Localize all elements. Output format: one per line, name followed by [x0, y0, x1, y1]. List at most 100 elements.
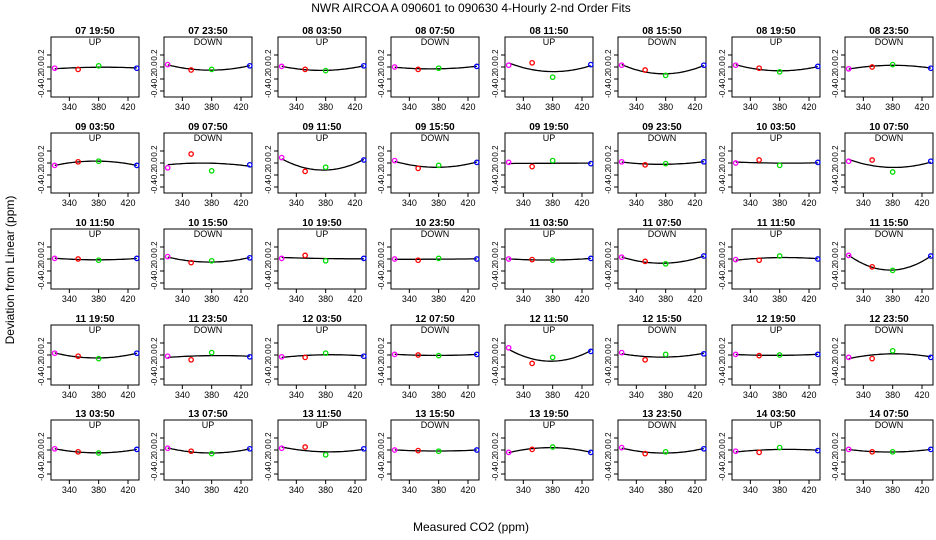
data-point	[473, 447, 480, 453]
x-tick-label: 380	[658, 198, 673, 208]
data-point	[246, 445, 253, 452]
fit-curve	[735, 161, 818, 164]
data-point	[776, 253, 783, 259]
y-tick-label: 0.2	[718, 241, 727, 253]
panel-title: 10 23:50	[415, 218, 455, 229]
data-point	[435, 255, 442, 262]
x-tick-label: 380	[658, 294, 673, 304]
data-point	[188, 356, 194, 363]
data-point	[415, 257, 421, 264]
y-tick-label: -0.2	[718, 264, 727, 278]
data-point	[51, 162, 58, 169]
panel-direction-label: UP	[316, 325, 329, 335]
y-tick-label: -0.2	[264, 264, 273, 278]
panel-direction-label: UP	[316, 229, 329, 239]
panel-title: 08 11:50	[530, 26, 569, 37]
data-point	[549, 354, 556, 361]
fit-curve	[281, 354, 364, 359]
y-tick-label: -0.2	[150, 264, 159, 278]
panel-title: 14 03:50	[756, 409, 796, 420]
y-tick-label: 0.2	[831, 145, 840, 157]
y-tick-label: -0.2	[37, 264, 46, 278]
data-point	[756, 157, 762, 163]
panel-title: 08 03:50	[302, 26, 342, 37]
y-tick-label: -0.2	[491, 72, 500, 86]
panel-direction-label: UP	[89, 229, 102, 239]
data-point	[164, 253, 171, 260]
data-point	[869, 448, 875, 455]
y-tick-label: -0.4	[377, 372, 386, 386]
panel-title: 12 11:50	[530, 314, 569, 325]
data-point	[927, 65, 934, 72]
x-tick-label: 340	[175, 198, 190, 208]
data-point	[51, 65, 58, 72]
x-tick-label: 340	[856, 485, 871, 495]
y-tick-label: 0.0	[377, 61, 386, 73]
x-tick-label: 340	[289, 390, 304, 400]
y-tick-label: 0.0	[37, 157, 46, 169]
data-point	[642, 356, 648, 363]
y-tick-label: 0.0	[831, 61, 840, 73]
x-tick-label: 340	[175, 485, 190, 495]
data-point	[95, 158, 102, 165]
data-point	[927, 354, 934, 361]
x-tick-label: 420	[574, 294, 589, 304]
y-tick-label: 0.2	[491, 49, 500, 61]
x-tick-label: 380	[431, 485, 446, 495]
data-point	[415, 352, 421, 358]
y-tick-label: -0.4	[491, 180, 500, 194]
x-tick-label: 420	[233, 390, 248, 400]
data-point	[435, 162, 442, 169]
data-point	[927, 446, 934, 453]
y-tick-label: -0.4	[377, 276, 386, 290]
data-point	[473, 256, 480, 262]
panel-title: 14 07:50	[869, 409, 909, 420]
x-tick-label: 340	[743, 390, 758, 400]
data-point	[845, 158, 852, 165]
data-point	[889, 169, 896, 175]
y-tick-label: 0.2	[150, 337, 159, 349]
panel-title: 11 15:50	[870, 218, 909, 229]
y-tick-label: 0.2	[491, 241, 500, 253]
data-point	[360, 157, 367, 163]
data-point	[662, 448, 669, 455]
data-point	[732, 351, 739, 358]
data-point	[642, 67, 648, 73]
data-point	[700, 350, 707, 357]
y-tick-label: 0.2	[37, 432, 46, 444]
x-tick-label: 420	[687, 485, 702, 495]
x-tick-label: 340	[516, 485, 531, 495]
x-tick-label: 380	[318, 198, 333, 208]
fit-curve	[621, 447, 704, 454]
data-point	[845, 65, 852, 72]
y-tick-label: 0.0	[150, 157, 159, 169]
data-point	[75, 256, 81, 262]
x-tick-label: 420	[347, 485, 362, 495]
x-tick-label: 420	[347, 390, 362, 400]
data-point	[700, 253, 707, 259]
x-tick-label: 380	[318, 485, 333, 495]
y-tick-label: 0.0	[377, 157, 386, 169]
fit-curve	[394, 160, 477, 168]
x-tick-label: 380	[545, 102, 560, 112]
x-tick-label: 340	[289, 485, 304, 495]
panel-title: 12 03:50	[302, 314, 342, 325]
y-tick-label: 0.2	[377, 145, 386, 157]
data-point	[889, 267, 896, 274]
y-tick-label: 0.2	[377, 432, 386, 444]
data-point	[700, 62, 707, 69]
panel-direction-label: UP	[89, 420, 102, 430]
data-point	[133, 65, 140, 72]
